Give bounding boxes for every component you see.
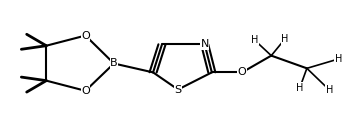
Text: O: O: [81, 86, 90, 96]
Text: H: H: [335, 54, 342, 64]
Text: B: B: [110, 59, 118, 68]
Text: H: H: [326, 85, 333, 95]
Text: H: H: [296, 83, 303, 93]
Text: S: S: [174, 85, 182, 94]
Text: O: O: [81, 31, 90, 41]
Text: H: H: [281, 34, 288, 44]
Text: N: N: [200, 39, 209, 49]
Text: O: O: [238, 67, 246, 77]
Text: H: H: [251, 35, 258, 45]
